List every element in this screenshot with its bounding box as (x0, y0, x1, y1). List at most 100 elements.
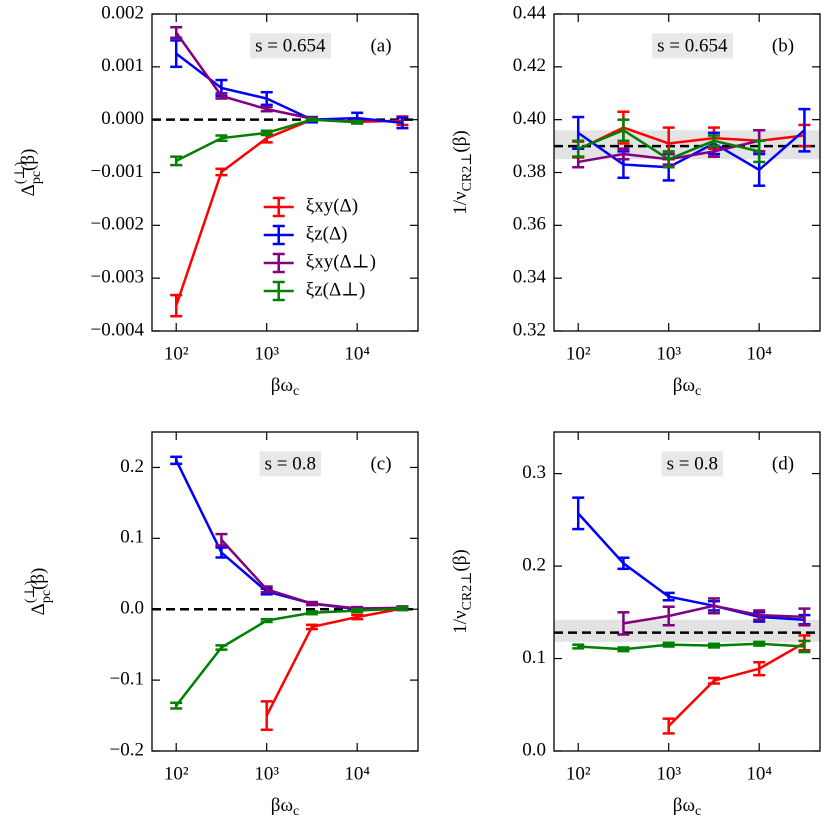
panel-label: (d) (772, 453, 794, 474)
x-tick-label: 10² (164, 343, 189, 364)
series-line (265, 607, 403, 717)
series-line (220, 538, 403, 610)
x-tick-label: 10² (566, 763, 591, 784)
plot-area (170, 25, 409, 318)
series-line (175, 459, 403, 611)
x-label-base: βω (271, 795, 293, 816)
y-axis-label: 1/νCR2⊥(β) (450, 130, 475, 215)
annotation-box (652, 33, 733, 59)
x-label-sub: c (695, 804, 701, 819)
annotation-box (250, 33, 331, 59)
y-axis-label: 1/νCR2⊥(β) (450, 549, 475, 634)
y-tick-label: 0.3 (522, 462, 546, 483)
y-tick-label: 0.34 (513, 267, 547, 288)
y-label-base: Δ (28, 603, 49, 615)
plot-frame (151, 431, 419, 752)
y-tick-label: −0.2 (110, 739, 144, 760)
plot-frame (151, 13, 419, 332)
x-tick-label: 10⁴ (746, 763, 772, 784)
series-line (667, 641, 806, 727)
x-tick-label: 10³ (656, 343, 681, 364)
y-label-base: Δ (18, 184, 39, 196)
annotation: s = 0.654 (255, 35, 326, 56)
series-line (577, 126, 805, 151)
y-label-base: 1/ν (450, 191, 471, 215)
uncertainty-band (554, 619, 820, 642)
y-label-sup: (⊥) (23, 580, 38, 603)
panel-label: (c) (370, 453, 391, 474)
y-tick-label: 0.42 (513, 55, 546, 76)
y-tick-label: 0.32 (513, 319, 546, 340)
x-label-sub: c (293, 384, 299, 399)
y-tick-label: 0.44 (513, 2, 547, 23)
x-label-base: βω (673, 375, 695, 396)
annotation: s = 0.8 (265, 453, 316, 474)
y-label-tail: (β) (18, 149, 39, 171)
y-label-sub: CR2⊥ (460, 153, 475, 192)
annotation-box (259, 451, 321, 477)
x-label-sub: c (695, 384, 701, 399)
legend-label: ξz(Δ⊥) (306, 279, 366, 300)
y-tick-label: 0.40 (513, 108, 546, 129)
x-tick-label: 10³ (254, 763, 279, 784)
series-line (577, 512, 805, 621)
annotation: s = 0.654 (657, 35, 728, 56)
y-label-sub: CR2⊥ (460, 572, 475, 611)
y-tick-label: −0.1 (110, 668, 144, 689)
x-axis-label: βωc (271, 375, 299, 399)
y-label-sub: pc (39, 590, 54, 603)
x-label-sub: c (293, 804, 299, 819)
x-axis-label: βωc (271, 795, 299, 819)
series-line (175, 118, 403, 307)
x-tick-label: 10² (164, 763, 189, 784)
y-tick-label: 0.0 (120, 598, 144, 619)
y-axis-label: Δ(⊥)pc(β) (23, 568, 54, 616)
series-line (578, 642, 805, 651)
y-tick-label: 0.38 (513, 161, 546, 182)
x-tick-label: 10⁴ (746, 343, 772, 364)
y-tick-label: 0.2 (120, 456, 144, 477)
x-tick-label: 10⁴ (344, 343, 370, 364)
annotation-box (661, 451, 723, 477)
panel-label: (a) (370, 35, 391, 56)
y-label-sup: (⊥) (13, 161, 28, 184)
x-tick-label: 10² (566, 343, 591, 364)
panel-label: (b) (772, 35, 794, 56)
y-label-sub: pc (29, 171, 44, 184)
y-axis-label: Δ(⊥)pc(β) (13, 149, 44, 197)
y-tick-label: −0.003 (91, 267, 144, 288)
plot-area (572, 107, 811, 187)
x-label-base: βω (673, 795, 695, 816)
y-tick-label: 0.2 (522, 554, 546, 575)
legend-label: ξxy(Δ⊥) (306, 251, 376, 272)
y-tick-label: 0.0 (522, 739, 546, 760)
y-tick-label: 0.002 (101, 2, 144, 23)
x-label-base: βω (271, 375, 293, 396)
series-line (175, 31, 313, 120)
y-label-tail: (β) (28, 568, 49, 590)
y-tick-label: −0.002 (91, 214, 144, 235)
plot-frame (553, 13, 821, 332)
series-line (175, 52, 403, 125)
y-label-tail: (β) (450, 549, 471, 571)
y-tick-label: 0.36 (513, 214, 546, 235)
y-label-tail: (β) (450, 130, 471, 152)
annotation: s = 0.8 (667, 453, 718, 474)
plot-area (170, 455, 409, 731)
y-tick-label: 0.1 (120, 527, 144, 548)
x-tick-label: 10⁴ (344, 763, 370, 784)
y-label-base: 1/ν (450, 610, 471, 634)
legend-label: ξxy(Δ) (306, 195, 358, 216)
legend-label: ξz(Δ) (306, 223, 348, 244)
y-tick-label: −0.004 (91, 319, 145, 340)
y-tick-label: 0.1 (522, 647, 546, 668)
x-tick-label: 10³ (254, 343, 279, 364)
y-tick-label: 0.000 (101, 108, 144, 129)
y-tick-label: 0.001 (101, 55, 144, 76)
series-line (175, 607, 403, 707)
x-tick-label: 10³ (656, 763, 681, 784)
x-axis-label: βωc (673, 795, 701, 819)
plot-frame (553, 431, 821, 752)
y-tick-label: −0.001 (91, 161, 144, 182)
